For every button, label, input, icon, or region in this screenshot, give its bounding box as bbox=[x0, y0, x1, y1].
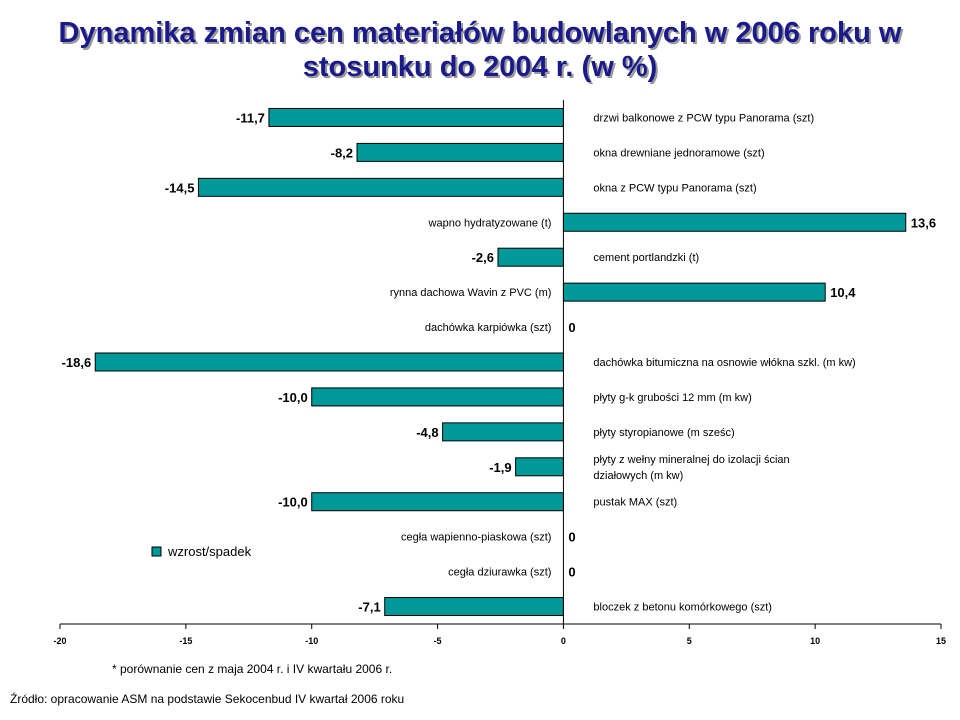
legend-swatch bbox=[151, 546, 162, 557]
category-label: okna drewniane jednoramowe (szt) bbox=[593, 147, 764, 159]
bar bbox=[497, 247, 564, 267]
bar bbox=[562, 282, 826, 302]
x-tick-label: 0 bbox=[561, 636, 566, 646]
bar bbox=[384, 597, 564, 617]
category-label: okna z PCW typu Panorama (szt) bbox=[593, 182, 756, 194]
category-label: cegła wapienno-piaskowa (szt) bbox=[401, 532, 551, 544]
bar bbox=[94, 352, 564, 372]
x-tick-label: -10 bbox=[305, 636, 318, 646]
category-label: rynna dachowa Wavin z PVC (m) bbox=[390, 287, 552, 299]
bar bbox=[515, 457, 564, 477]
chart-title-line-2: stosunku do 2004 r. (w %) bbox=[302, 51, 658, 83]
data-label: -10,0 bbox=[278, 390, 308, 405]
category-label: drzwi balkonowe z PCW typu Panorama (szt… bbox=[593, 112, 814, 124]
data-label: 0 bbox=[568, 320, 575, 335]
data-label: -1,9 bbox=[489, 460, 511, 475]
category-label: cegła dziurawka (szt) bbox=[448, 567, 551, 579]
category-label: bloczek z betonu komórkowego (szt) bbox=[593, 602, 772, 614]
data-label: 0 bbox=[568, 530, 575, 545]
x-tick-label: -20 bbox=[53, 636, 66, 646]
bar bbox=[311, 492, 564, 512]
data-label: 10,4 bbox=[830, 285, 856, 300]
category-label: płyty g-k grubości 12 mm (m kw) bbox=[593, 392, 751, 404]
category-label: płyty styropianowe (m sześc) bbox=[593, 427, 734, 439]
data-label: -4,8 bbox=[416, 425, 438, 440]
legend-label: wzrost/spadek bbox=[167, 544, 252, 559]
category-label: płyty z wełny mineralnej do izolacji ści… bbox=[593, 454, 789, 482]
category-label: cement portlandzki (t) bbox=[593, 252, 699, 264]
x-tick-label: 5 bbox=[687, 636, 692, 646]
data-label: -8,2 bbox=[331, 145, 353, 160]
footnote: * porównanie cen z maja 2004 r. i IV kwa… bbox=[112, 662, 393, 676]
x-tick-label: -5 bbox=[434, 636, 442, 646]
data-label: 13,6 bbox=[911, 215, 936, 230]
bar bbox=[356, 142, 564, 162]
category-label: wapno hydratyzowane (t) bbox=[428, 217, 552, 229]
data-label: -10,0 bbox=[278, 495, 308, 510]
bar bbox=[268, 107, 564, 127]
data-label: 0 bbox=[568, 565, 575, 580]
bar bbox=[311, 387, 564, 407]
x-tick-label: 15 bbox=[936, 636, 946, 646]
category-label: dachówka bitumiczna na osnowie włókna sz… bbox=[593, 357, 855, 369]
x-tick-label: -15 bbox=[179, 636, 192, 646]
category-label: pustak MAX (szt) bbox=[593, 497, 677, 509]
bar bbox=[562, 212, 907, 232]
data-label: -14,5 bbox=[165, 180, 195, 195]
chart-title: Dynamika zmian cen materiałów budowlanyc… bbox=[0, 16, 960, 84]
data-label: -18,6 bbox=[62, 355, 92, 370]
bar bbox=[197, 177, 564, 197]
source-note: Źródło: opracowanie ASM na podstawie Sek… bbox=[10, 692, 405, 706]
data-label: -7,1 bbox=[358, 600, 380, 615]
data-label: -11,7 bbox=[236, 110, 265, 125]
bar bbox=[442, 422, 564, 442]
x-tick-label: 10 bbox=[810, 636, 820, 646]
category-label: dachówka karpiówka (szt) bbox=[425, 322, 552, 334]
chart-title-line-1: Dynamika zmian cen materiałów budowlanyc… bbox=[58, 17, 902, 49]
data-label: -2,6 bbox=[472, 250, 494, 265]
